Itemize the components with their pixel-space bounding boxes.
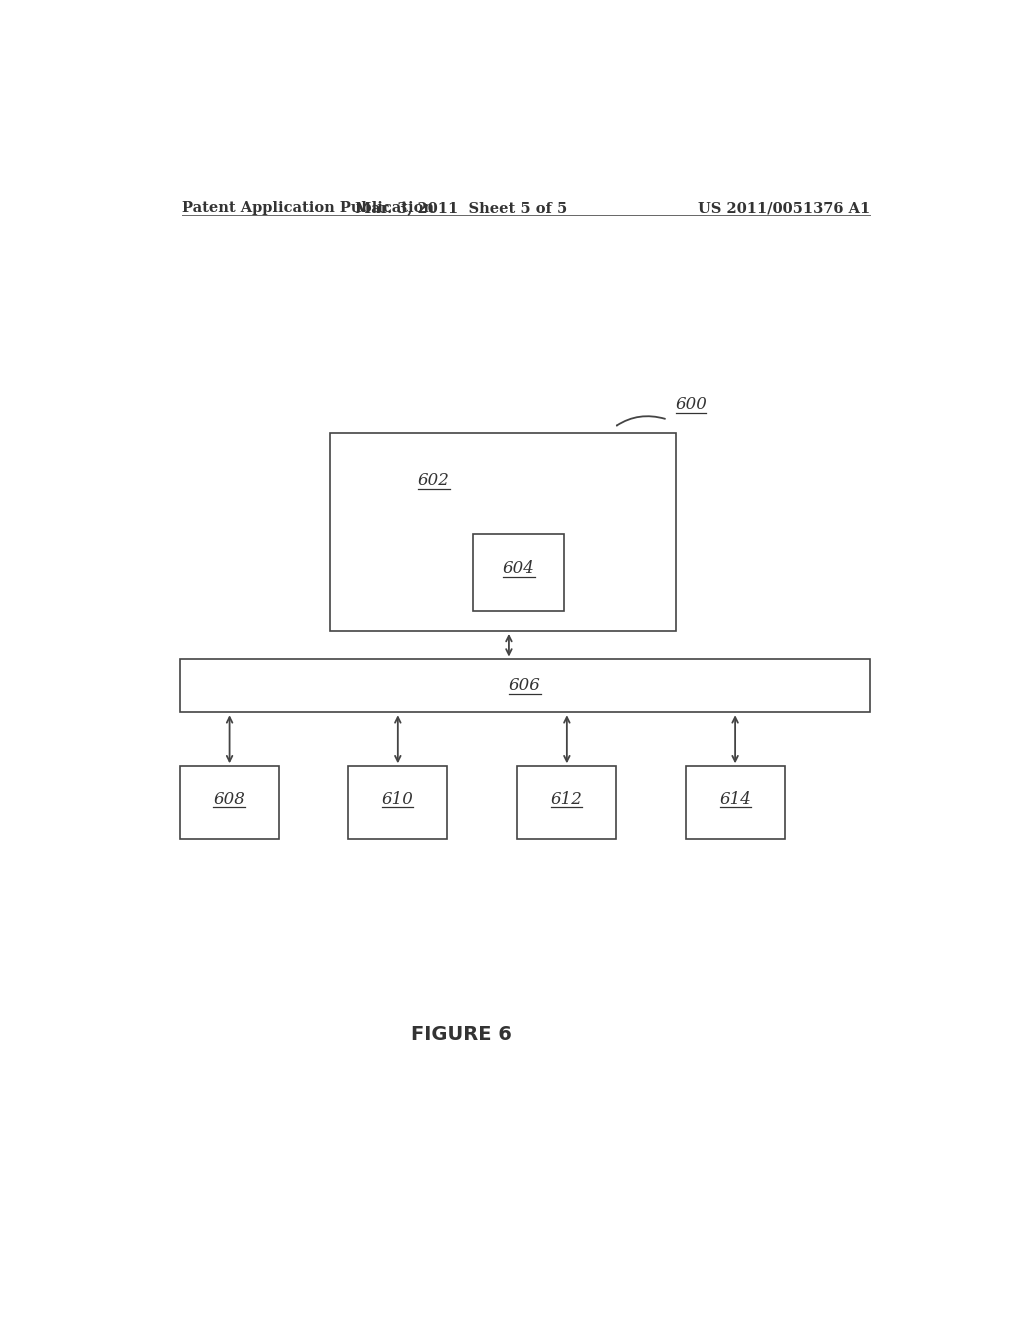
- Bar: [331, 433, 676, 631]
- Text: 602: 602: [418, 471, 450, 488]
- Bar: [686, 766, 785, 840]
- Text: 600: 600: [676, 396, 708, 413]
- Bar: [179, 766, 279, 840]
- Bar: [517, 766, 616, 840]
- Text: 604: 604: [503, 560, 535, 577]
- Text: Patent Application Publication: Patent Application Publication: [182, 201, 434, 215]
- Bar: [348, 766, 447, 840]
- Text: 614: 614: [720, 791, 752, 808]
- Text: 612: 612: [551, 791, 583, 808]
- Text: Mar. 3, 2011  Sheet 5 of 5: Mar. 3, 2011 Sheet 5 of 5: [355, 201, 567, 215]
- Text: 608: 608: [213, 791, 245, 808]
- Bar: [473, 535, 564, 611]
- Text: FIGURE 6: FIGURE 6: [411, 1026, 512, 1044]
- Text: US 2011/0051376 A1: US 2011/0051376 A1: [697, 201, 870, 215]
- Bar: [179, 660, 870, 713]
- Text: 610: 610: [382, 791, 414, 808]
- FancyArrowPatch shape: [616, 416, 665, 425]
- Text: 606: 606: [509, 677, 541, 694]
